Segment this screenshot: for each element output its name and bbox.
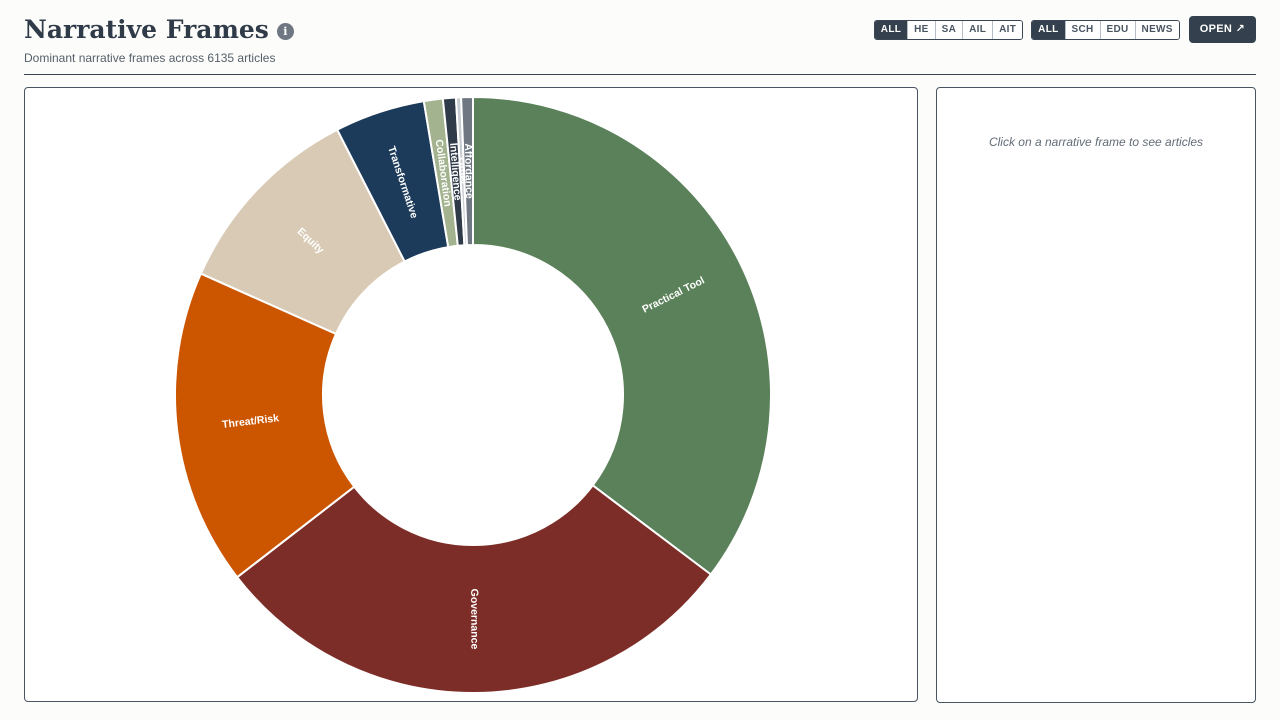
- narrative-donut-chart: Practical ToolGovernanceThreat/RiskEquit…: [174, 95, 772, 694]
- donut-slice-governance[interactable]: [235, 483, 713, 694]
- page-header: Narrative Frames i Dominant narrative fr…: [24, 14, 1256, 74]
- type-filter-edu[interactable]: EDU: [1099, 20, 1135, 39]
- source-filter-group: ALL HE SA AIL AIT: [873, 19, 1024, 40]
- title-row: Narrative Frames i: [24, 14, 1256, 46]
- page-subtitle: Dominant narrative frames across 6135 ar…: [24, 51, 276, 65]
- donut-slice-threat-risk[interactable]: [174, 272, 356, 579]
- source-filter-sa[interactable]: SA: [934, 20, 963, 39]
- articles-placeholder: Click on a narrative frame to see articl…: [988, 135, 1204, 149]
- info-icon[interactable]: i: [276, 23, 294, 40]
- source-filter-he[interactable]: HE: [907, 20, 935, 39]
- source-filter-ail[interactable]: AIL: [962, 20, 993, 39]
- type-filter-news[interactable]: NEWS: [1134, 20, 1179, 39]
- type-filter-sch[interactable]: SCH: [1064, 20, 1100, 39]
- articles-panel: Click on a narrative frame to see articl…: [936, 87, 1256, 703]
- donut-slice-affordance[interactable]: [460, 95, 474, 247]
- header-divider: [24, 74, 1256, 75]
- chart-panel: Practical Tool Governance Threat/Risk Equit…: [24, 87, 918, 702]
- source-filter-ait[interactable]: AIT: [992, 20, 1023, 39]
- donut-slice-practical-tool[interactable]: [472, 95, 772, 576]
- donut-slice-equity[interactable]: [199, 128, 406, 336]
- type-filter-group: ALL SCH EDU NEWS: [1031, 19, 1180, 40]
- open-button[interactable]: OPEN ↗: [1188, 16, 1256, 43]
- filter-controls: ALL HE SA AIL AIT ALL SCH EDU NEWS OPEN …: [866, 16, 1256, 43]
- page-title: Narrative Frames: [24, 15, 269, 44]
- type-filter-all[interactable]: ALL: [1032, 20, 1065, 39]
- source-filter-all[interactable]: ALL: [874, 20, 908, 39]
